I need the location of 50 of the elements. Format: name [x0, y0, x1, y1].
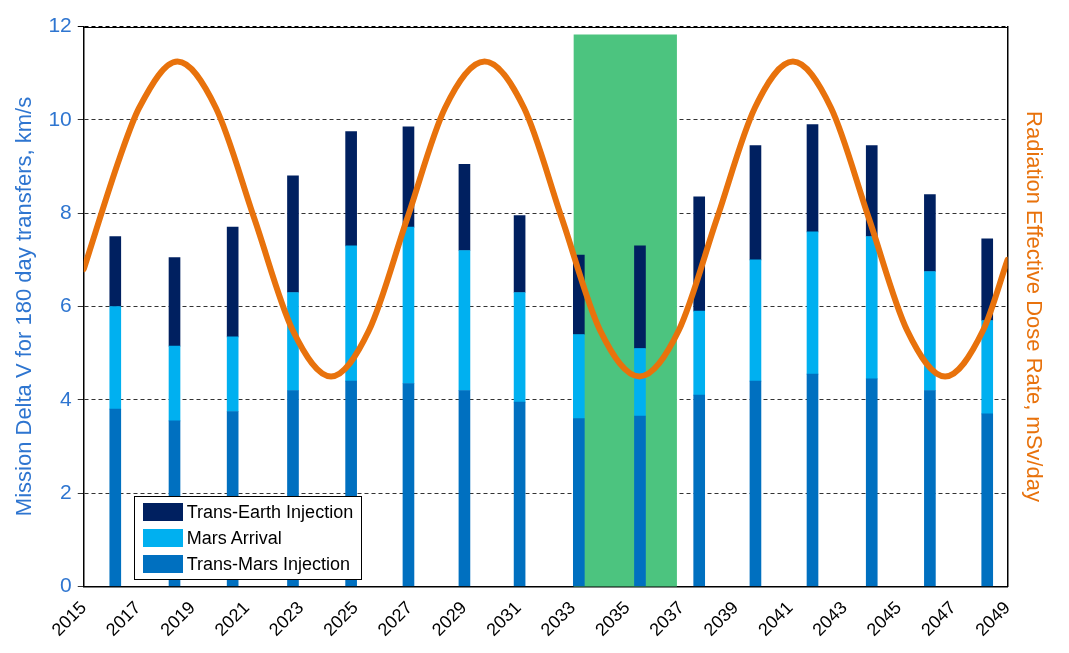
bar: [287, 175, 299, 293]
bar: [226, 336, 239, 412]
bar: [109, 408, 122, 587]
legend-label: Trans-Earth Injection: [186, 501, 354, 525]
bar: [634, 415, 646, 587]
bar: [573, 418, 585, 587]
y2-axis-title: Radiation Effective Dose Rate, mSv/day: [1021, 111, 1047, 502]
y-tick-label: 4: [60, 386, 73, 410]
bar: [924, 194, 936, 272]
bar: [168, 345, 181, 422]
bar: [458, 163, 471, 251]
bar: [749, 259, 762, 382]
bar: [402, 226, 415, 384]
y-axis-title: Mission Delta V for 180 day transfers, km/s: [11, 96, 37, 517]
y-tick-label: 0: [60, 573, 72, 597]
y-tick-label: 6: [60, 293, 72, 317]
legend-label: Mars Arrival: [186, 527, 282, 551]
bar: [865, 236, 878, 380]
bar: [513, 401, 526, 587]
y-tick-label: 2: [60, 479, 72, 503]
bar: [924, 271, 936, 391]
bar: [749, 145, 762, 261]
bar: [109, 306, 122, 410]
bar: [806, 231, 819, 375]
bar: [924, 390, 936, 587]
bar: [109, 236, 122, 307]
y-tick-label: 10: [48, 106, 72, 130]
bar: [573, 334, 585, 419]
y-tick-label: 12: [48, 13, 72, 37]
bar: [168, 257, 181, 347]
bar: [806, 124, 819, 233]
legend-label: Trans-Mars Injection: [186, 553, 351, 577]
bar: [226, 226, 239, 338]
bar: [458, 250, 471, 391]
bar: [634, 245, 646, 349]
y-tick-label: 8: [60, 200, 72, 223]
bar: [513, 292, 526, 403]
bar: [458, 390, 471, 587]
bar: [981, 320, 994, 415]
bar: [693, 394, 706, 587]
bar: [634, 348, 646, 417]
bar: [513, 215, 526, 293]
bar: [865, 378, 878, 587]
bar: [981, 413, 994, 587]
bar: [345, 131, 357, 247]
bar: [402, 383, 415, 587]
bar: [693, 310, 706, 396]
bar: [749, 380, 762, 587]
bar: [806, 373, 819, 587]
bar: [345, 245, 357, 382]
